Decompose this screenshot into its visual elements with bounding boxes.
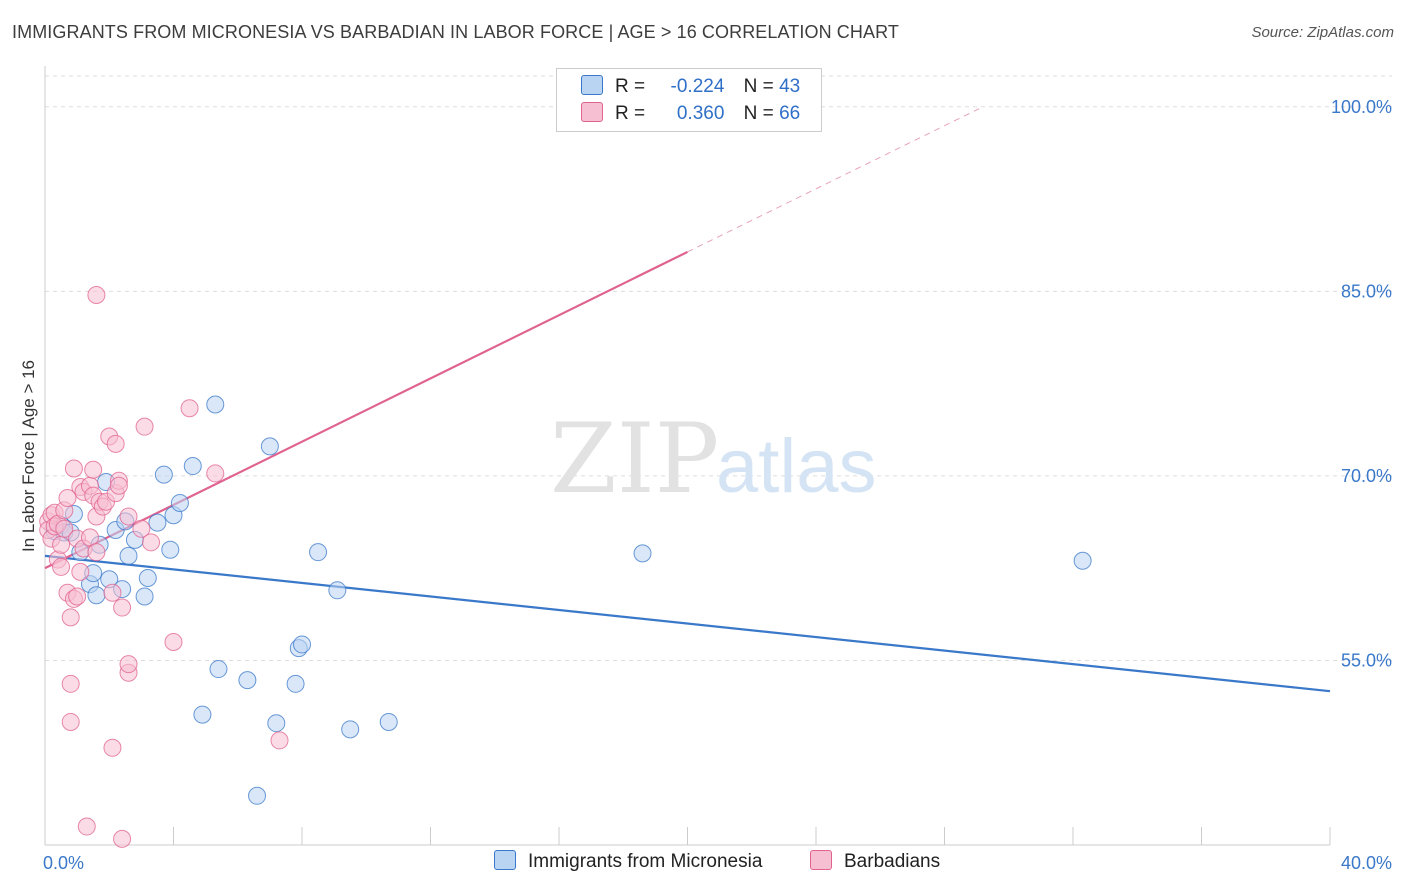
y-tick-label: 85.0% [1341,281,1392,301]
point-barbadian [71,562,90,581]
legend-label-micronesia: Immigrants from Micronesia [528,851,763,872]
point-barbadian [52,535,71,554]
point-barbadian [270,731,289,750]
axes [44,66,1331,846]
point-barbadian [61,608,80,627]
point-micronesia [328,581,347,600]
r-label: R = [615,103,646,124]
point-barbadian [119,507,138,526]
point-barbadian [132,519,151,538]
n-label: N = [743,76,774,97]
pink-swatch-icon [581,102,603,122]
point-micronesia [260,437,279,456]
r-value-barbadian: 0.360 [676,103,725,124]
y-axis-label: In Labor Force | Age > 16 [19,360,38,552]
chart-title: IMMIGRANTS FROM MICRONESIA VS BARBADIAN … [12,22,899,42]
x-tick-label: 0.0% [43,853,84,873]
legend-item-barbadian: Barbadians [810,850,940,873]
point-micronesia [183,457,202,476]
pink-swatch-icon [810,850,832,870]
grid-lines [45,75,1392,661]
r-label: R = [615,76,646,97]
point-micronesia [238,671,257,690]
n-value-barbadian: 66 [779,103,801,124]
legend-row-micronesia: R = -0.224 N = 43 [581,74,800,100]
legend-row-barbadian: R = 0.360 N = 66 [581,101,800,127]
point-micronesia [148,513,167,532]
point-barbadian [61,712,80,731]
legend-label-barbadian: Barbadians [844,851,941,872]
trend-line-micronesia [44,554,1331,693]
watermark-atlas: atlas [716,424,877,509]
watermark: ZIP atlas [550,403,877,515]
point-micronesia [209,660,228,679]
n-value-micronesia: 43 [779,76,801,97]
point-barbadian [87,286,106,305]
legend-item-micronesia: Immigrants from Micronesia [494,850,762,873]
point-barbadian [113,829,132,848]
point-barbadian [113,598,132,617]
point-barbadian [142,533,161,552]
point-micronesia [87,586,106,605]
trend-lines [44,106,1331,693]
y-tick-label: 70.0% [1341,466,1392,486]
point-micronesia [1073,551,1092,570]
point-barbadian [109,476,128,495]
point-barbadian [61,674,80,693]
r-value-micronesia: -0.224 [670,76,725,97]
point-barbadian [206,464,225,483]
y-tick-label: 100.0% [1331,97,1392,117]
source-label: Source: ZipAtlas.com [1251,24,1394,41]
point-barbadian [164,632,183,651]
point-barbadian [58,489,77,508]
point-barbadian [84,460,103,479]
point-micronesia [119,546,138,565]
y-tick-label: 55.0% [1341,650,1392,670]
point-micronesia [341,720,360,739]
point-micronesia [170,493,189,512]
point-barbadian [64,459,83,478]
blue-swatch-icon [494,850,516,870]
tick-labels: 55.0% 70.0% 85.0% 100.0% 0.0% 40.0% [43,97,1392,873]
point-barbadian [180,399,199,418]
x-tick-label: 40.0% [1341,853,1392,873]
point-micronesia [309,543,328,562]
point-barbadian [55,519,74,538]
point-micronesia [161,540,180,559]
watermark-zip: ZIP [550,403,719,515]
blue-swatch-icon [581,75,603,95]
point-barbadian [52,557,71,576]
point-barbadian [119,655,138,674]
point-micronesia [193,705,212,724]
point-barbadian [87,543,106,562]
point-barbadian [103,583,122,602]
stats-legend: R = -0.224 N = 43 R = 0.360 N = 66 [556,68,822,132]
n-label: N = [743,103,774,124]
point-barbadian [68,587,87,606]
point-barbadian [77,817,96,836]
point-micronesia [379,712,398,731]
point-barbadian [135,417,154,436]
point-micronesia [138,569,157,588]
point-micronesia [286,674,305,693]
point-micronesia [154,465,173,484]
point-micronesia [267,714,286,733]
point-micronesia [135,587,154,606]
point-barbadian [106,434,125,453]
point-micronesia [206,395,225,414]
point-micronesia [633,544,652,563]
point-micronesia [293,635,311,654]
point-barbadian [103,738,122,757]
point-micronesia [248,786,267,805]
